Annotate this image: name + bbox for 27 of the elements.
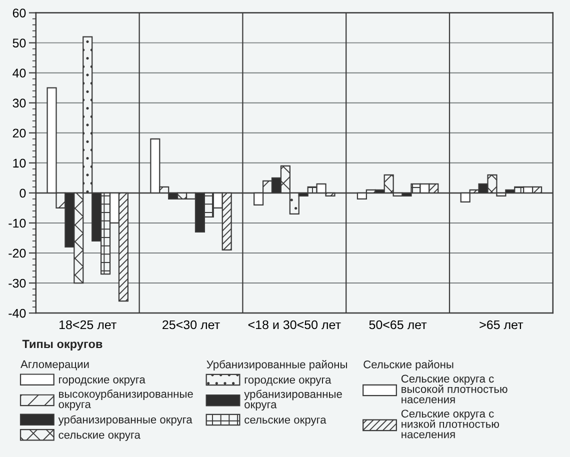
y-tick-label: 50 bbox=[12, 38, 26, 48]
legend-label: урбанизированные округа bbox=[58, 415, 192, 426]
y-tick-label: 40 bbox=[12, 68, 26, 78]
legend-label: сельские округа bbox=[58, 432, 140, 441]
text: Агломерации bbox=[20, 360, 89, 370]
y-tick-label: -20 bbox=[8, 248, 26, 258]
y-tick-label: 60 bbox=[12, 8, 26, 18]
y-tick-label: -30 bbox=[8, 278, 26, 288]
legend-label: сельские округа bbox=[244, 418, 326, 426]
y-tick-label: -40 bbox=[8, 308, 26, 318]
x-tick-label: 50<65 лет bbox=[369, 320, 427, 330]
legend-title: Типы округов bbox=[22, 340, 102, 351]
y-tick-label: 10 bbox=[13, 158, 26, 168]
y-tick-label: 30 bbox=[12, 98, 26, 108]
y-tick-label: 20 bbox=[12, 128, 26, 138]
y-tick-label: 0 bbox=[20, 188, 26, 198]
legend-label: Сельские округа с высокой плотностью населения bbox=[401, 374, 508, 404]
x-tick-label: >65 лет bbox=[480, 320, 524, 330]
x-tick-label: 25<30 лет bbox=[162, 320, 220, 330]
legend-label: городские округа bbox=[244, 378, 332, 386]
legend-label: Сельские округа с низкой плотностью населения bbox=[401, 410, 500, 438]
legend-label: городские округа bbox=[59, 377, 146, 386]
x-tick-label: <18 и 30<50 лет bbox=[248, 320, 341, 330]
text: Урбанизированные районы bbox=[206, 360, 347, 371]
x-tick-label: 18<25 лет bbox=[60, 320, 116, 330]
text: Сельские районы bbox=[364, 360, 454, 371]
y-tick-label: -10 bbox=[8, 218, 26, 228]
